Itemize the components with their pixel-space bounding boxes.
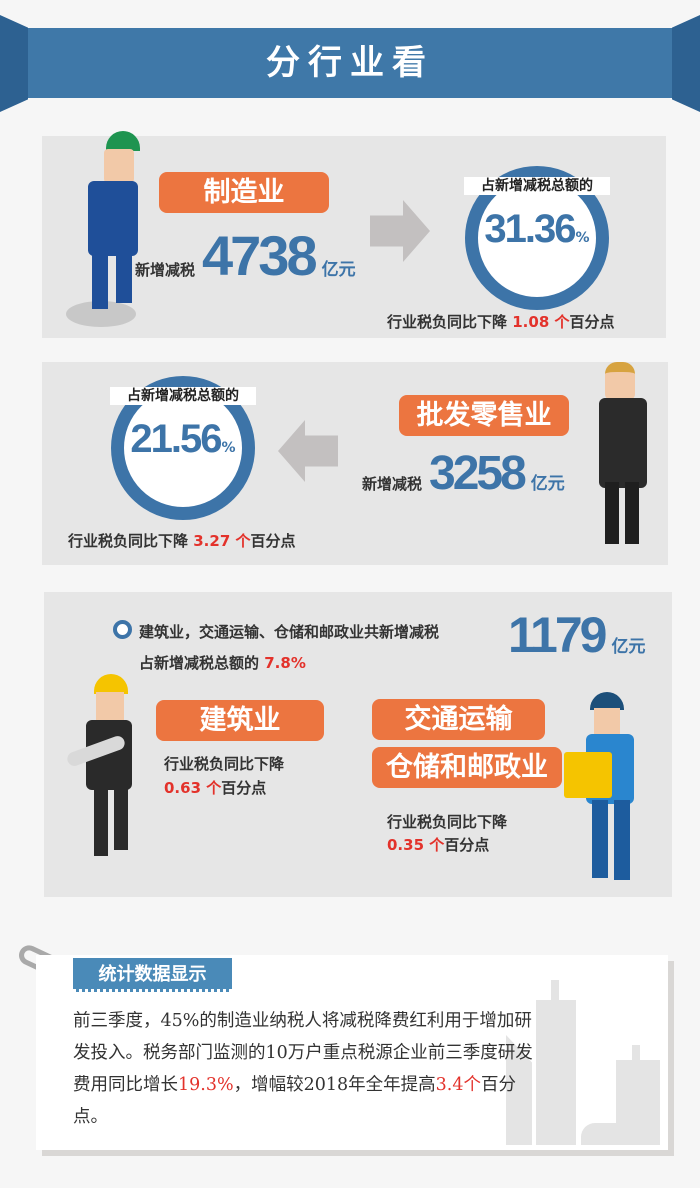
burden-value: 1.08 个 [512,313,570,331]
burden-suffix: 百分点 [221,779,267,797]
figure-head [104,149,134,183]
figure-leg [614,800,630,880]
figure-leg [116,251,132,303]
share-caption: 占新增减税总额的 [110,387,256,405]
share-unit: % [575,230,590,246]
figure-body [88,181,138,256]
share-value: 7.8% [264,654,306,672]
share-ring: 占新增减税总额的 31.36 % [464,166,610,310]
construction-label: 建筑业 [156,700,324,741]
new-cut-label: 新增减税 [135,261,196,279]
share-value: 21.56 [130,417,222,461]
share-unit: % [221,440,236,456]
burden-value: 0.63 个 [164,779,222,797]
manufacturing-amount-row: 新增减税 4738 亿元 [135,228,356,284]
amount-unit: 亿元 [321,260,356,280]
burden-prefix: 行业税负同比下降 [387,313,508,331]
page-title: 分行业看 [28,28,672,98]
manufacturing-label: 制造业 [159,172,329,213]
wholesale-amount: 3258 [429,447,527,500]
businessman-figure [595,362,655,557]
burden-text: 行业税负同比下降 3.27 个百分点 [68,530,296,551]
figure-leg [92,251,108,309]
amount-unit: 亿元 [530,474,565,494]
construction-burden-value: 0.63 个百分点 [164,777,266,798]
figure-leg [94,786,108,856]
new-cut-label: 新增减税 [362,475,423,493]
figure-leg [605,482,619,544]
arrow-right-icon [370,200,430,262]
arrow-left-icon [278,420,338,482]
share-value: 31.36 [484,207,576,251]
transport-label: 交通运输 [372,699,545,740]
summary-text: 建筑业，交通运输、仓储和邮政业共新增减税 [139,623,440,641]
banner-right-tab [672,15,700,112]
note-text-part: ，增幅较2018年全年提高 [233,1075,436,1095]
figure-head [605,362,635,400]
burden-suffix: 百分点 [250,532,296,550]
burden-prefix: 行业税负同比下降 [68,532,189,550]
others-amount: 1179 [508,607,607,663]
bullet-circle-icon [113,620,132,639]
wholesale-panel: 占新增减税总额的 21.56 % 行业税负同比下降 3.27 个百分点 批发零售… [42,362,668,565]
transport-burden-value: 0.35 个百分点 [387,834,489,855]
note-text: 前三季度，45%的制造业纳税人将减税降费红利用于增加研发投入。税务部门监测的10… [73,1005,533,1133]
amount-unit: 亿元 [611,637,646,657]
building-icon [616,1060,660,1145]
note-text-part: 百分点。 [73,1075,516,1127]
courier-cap [590,692,624,710]
share-row: 31.36 % [478,209,596,249]
figure-leg [625,482,639,544]
figure-leg [114,786,128,850]
other-industries-panel: 建筑业，交通运输、仓储和邮政业共新增减税 占新增减税总额的 7.8% 1179 … [44,592,672,897]
share-text: 占新增减税总额的 7.8% [139,652,306,673]
burden-value: 3.27 个 [193,532,251,550]
note-highlight: 19.3% [178,1075,234,1095]
share-ring: 占新增减税总额的 21.56 % [110,376,256,520]
burden-suffix: 百分点 [569,313,615,331]
manufacturing-amount: 4738 [202,224,318,287]
note-text-part: 前三季度，45%的制造业纳税人将减税降费红利用于增加研发投入。税务部门监测的10… [73,1011,533,1095]
note-tag: 统计数据显示 [73,958,232,992]
storage-postal-label: 仓储和邮政业 [372,747,562,788]
share-prefix: 占新增减税总额的 [139,654,260,672]
building-spire [551,980,559,1002]
wholesale-amount-row: 新增减税 3258 亿元 [362,450,565,498]
banner-left-tab [0,15,28,112]
building-spire [632,1045,640,1061]
burden-value: 0.35 个 [387,836,445,854]
manufacturing-panel: 制造业 新增减税 4738 亿元 占新增减税总额的 31.36 % 行业税负同比… [42,131,666,338]
green-cap [106,131,140,151]
construction-burden: 行业税负同比下降 [164,755,285,773]
statistics-note: 统计数据显示 前三季度，45%的制造业纳税人将减税降费红利用于增加研发投入。税务… [36,955,668,1150]
transport-burden: 行业税负同比下降 [387,813,508,831]
construction-worker-figure [65,674,166,874]
figure-leg [592,800,608,878]
worker-figure [66,131,146,331]
share-row: 21.56 % [124,419,242,459]
building-icon [536,1000,576,1145]
courier-figure [564,692,654,892]
package-box-icon [564,752,612,798]
burden-suffix: 百分点 [444,836,490,854]
hard-hat [94,674,128,694]
others-amount-row: 1179 亿元 [508,610,645,660]
figure-head [96,692,124,722]
figure-body [599,398,647,488]
share-caption: 占新增减税总额的 [464,177,610,195]
burden-text: 行业税负同比下降 1.08 个百分点 [387,311,615,332]
figure-head [594,708,620,736]
wholesale-label: 批发零售业 [399,395,569,436]
note-highlight: 3.4个 [435,1075,481,1095]
